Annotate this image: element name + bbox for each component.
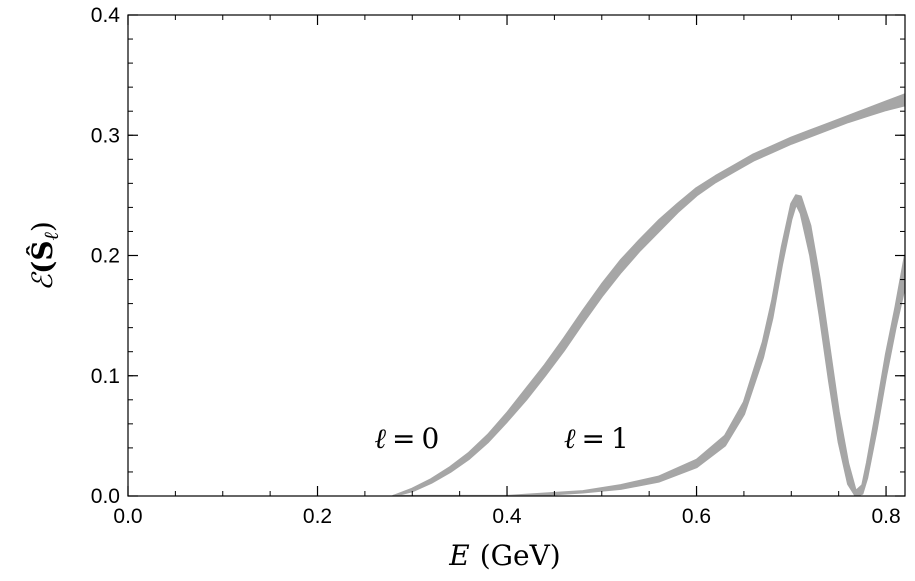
- x-tick-label: 0.2: [303, 505, 332, 528]
- x-tick-label: 0.8: [871, 505, 900, 528]
- axis-ticks: 0.0 0.2 0.4 0.6 0.8 0.0 0.1 0.2 0.3 0.4: [91, 4, 905, 528]
- y-axis-title: ℰ(Ŝℓ): [25, 221, 63, 291]
- y-tick-label: 0.2: [91, 245, 120, 268]
- x-tick-label: 0.4: [492, 505, 522, 528]
- plot-frame: [127, 14, 906, 497]
- annotations: ℓ = 0 ℓ = 1: [374, 422, 628, 455]
- band-series-0: [392, 93, 905, 496]
- y-tick-label: 0.4: [91, 4, 121, 27]
- x-axis-title: E (GeV): [448, 539, 560, 572]
- series-label-1: ℓ = 1: [564, 422, 629, 455]
- x-tick-label: 0.6: [682, 505, 711, 528]
- band-series-1: [392, 194, 905, 496]
- x-tick-label: 0.0: [113, 505, 142, 528]
- series-label-0: ℓ = 0: [374, 422, 439, 455]
- y-tick-label: 0.3: [91, 124, 120, 147]
- y-tick-label: 0.0: [91, 485, 120, 508]
- y-tick-label: 0.1: [91, 365, 120, 388]
- data-bands: [392, 93, 905, 496]
